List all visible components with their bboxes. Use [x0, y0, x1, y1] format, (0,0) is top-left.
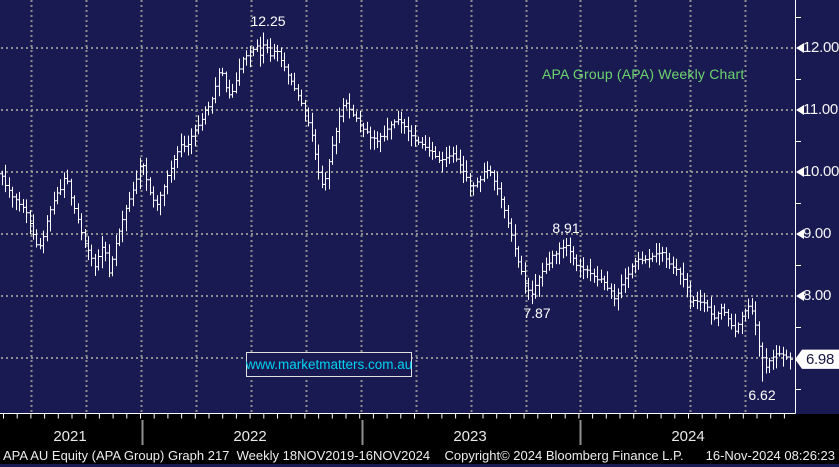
- annotation-peak-high: 12.25: [250, 13, 286, 29]
- annotation-swing-low: 7.87: [523, 305, 551, 321]
- y-axis-label-11-00: 11.00: [803, 101, 838, 118]
- annotation-rebound-high: 8.91: [552, 220, 580, 236]
- y-axis-label-10-00: 10.00: [803, 163, 839, 180]
- x-axis-year-2021: 2021: [53, 428, 87, 445]
- status-copyright: Copyright© 2024 Bloomberg Finance L.P.: [444, 447, 684, 463]
- annotation-recent-low: 6.62: [748, 387, 776, 403]
- y-axis-label-8-00: 8.00: [803, 287, 831, 304]
- last-price-tag: 6.98: [795, 349, 839, 369]
- gridlines: [1, 0, 795, 413]
- x-axis-year-2022: 2022: [233, 428, 267, 445]
- watermark-text: www.marketmatters.com.au: [245, 357, 413, 372]
- y-axis-label-9-00: 9.00: [803, 225, 831, 242]
- chart-title: APA Group (APA) Weekly Chart: [542, 66, 745, 82]
- watermark-box: www.marketmatters.com.au: [246, 352, 412, 377]
- status-bar: APA AU Equity (APA Group) Graph 217 Week…: [0, 446, 839, 464]
- status-security-info: APA AU Equity (APA Group) Graph 217 Week…: [3, 447, 431, 463]
- price-bars: [0, 32, 793, 382]
- status-timestamp: 16-Nov-2024 08:26:23: [705, 447, 835, 463]
- last-price-value: 6.98: [806, 350, 834, 368]
- x-axis-year-2024: 2024: [671, 428, 705, 445]
- y-axis-label-12-00: 12.00: [803, 39, 839, 56]
- x-axis-year-2023: 2023: [453, 428, 487, 445]
